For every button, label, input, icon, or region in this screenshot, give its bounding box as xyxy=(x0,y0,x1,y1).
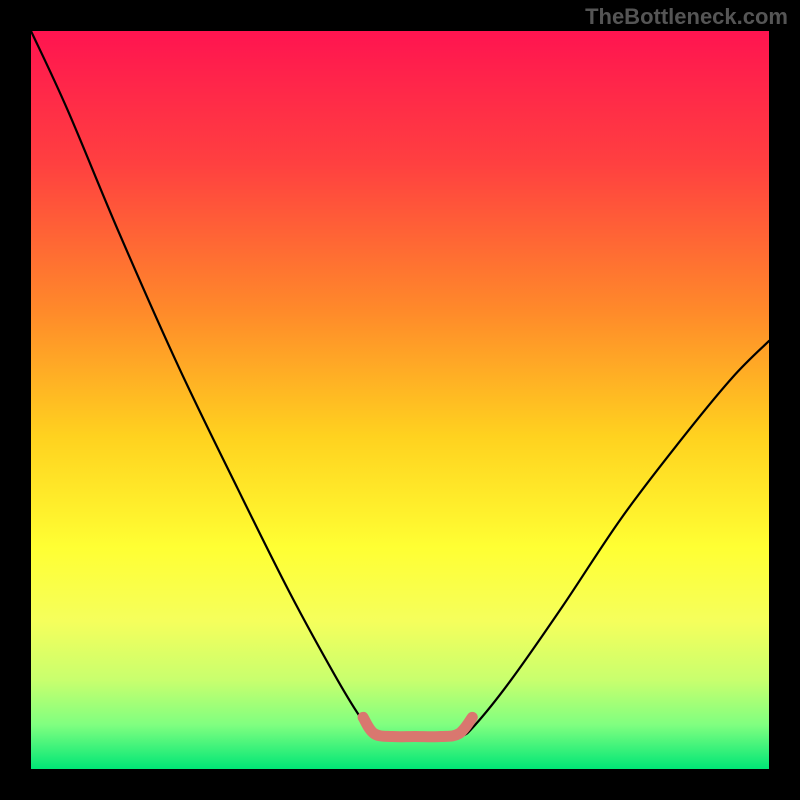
watermark-text: TheBottleneck.com xyxy=(585,4,788,30)
heatmap-background xyxy=(31,31,769,769)
plot-area xyxy=(31,31,769,769)
chart-frame: TheBottleneck.com xyxy=(0,0,800,800)
